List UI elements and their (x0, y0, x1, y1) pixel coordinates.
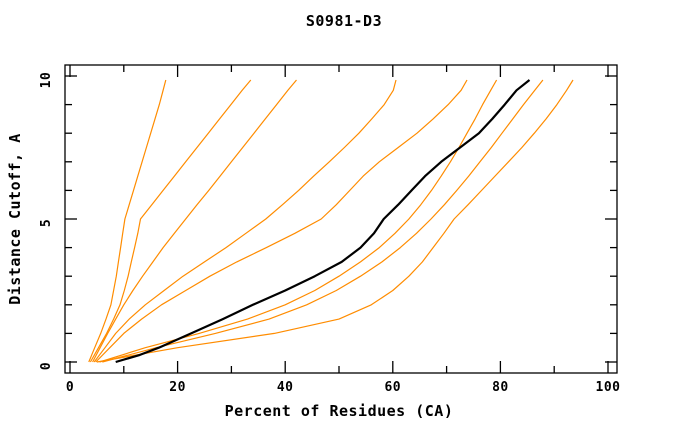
y-tick-labels: 0 5 10 (39, 72, 54, 370)
x-tick-label: 80 (492, 380, 509, 395)
x-tick-label: 40 (277, 380, 294, 395)
series-line-model-8 (96, 79, 574, 363)
series-line-model-7 (102, 79, 544, 363)
tick-marks (65, 65, 617, 373)
x-tick-label: 20 (169, 380, 186, 395)
series-line-model-2 (89, 79, 252, 363)
series-line-model-3 (92, 79, 297, 363)
series-line-model-5 (95, 79, 468, 363)
y-axis-title: Distance Cutoff, A (6, 133, 24, 305)
y-tick-label: 0 (39, 362, 54, 370)
x-axis-title: Percent of Residues (CA) (225, 402, 454, 420)
x-tick-label: 60 (384, 380, 401, 395)
y-tick-label: 5 (39, 219, 54, 227)
plot-frame (64, 64, 618, 374)
series-line-highlighted-model (115, 79, 531, 364)
y-tick-label: 10 (39, 72, 54, 89)
x-tick-labels: 0 20 40 60 80 100 (66, 380, 621, 395)
series-line-model-4 (93, 79, 397, 363)
x-tick-label: 100 (596, 380, 621, 395)
series-group (88, 79, 574, 364)
series-line-model-1 (88, 79, 167, 363)
x-tick-label: 0 (66, 380, 74, 395)
series-line-model-6 (99, 79, 498, 363)
chart-title: S0981-D3 (306, 12, 382, 30)
